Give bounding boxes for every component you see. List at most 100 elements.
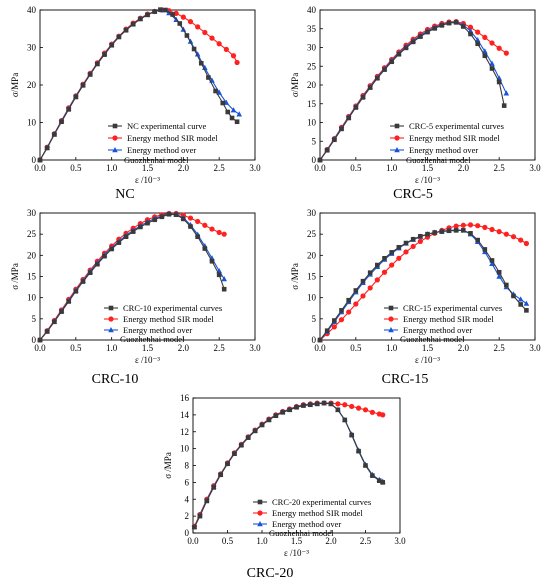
legend-marker-experimental xyxy=(388,305,394,311)
legend-label-experimental: CRC-5 experimental curves xyxy=(409,121,504,131)
y-tick-label: 15 xyxy=(307,272,317,282)
legend-marker-experimental xyxy=(112,123,118,129)
data-point-experimental xyxy=(73,289,79,294)
y-tick-label: 2 xyxy=(185,511,190,521)
data-point-guo xyxy=(503,90,510,96)
data-point-experimental xyxy=(163,7,168,13)
data-point-experimental xyxy=(80,279,86,284)
data-point-experimental xyxy=(138,224,143,230)
y-tick-label: 4 xyxy=(185,494,190,504)
data-point-experimental xyxy=(145,12,150,18)
data-point-experimental xyxy=(287,407,292,413)
legend-label-guo-line2: Guozhenhai model xyxy=(269,528,334,538)
y-axis-label: σ/MPa xyxy=(10,73,20,97)
data-point-experimental xyxy=(130,21,136,27)
data-point-experimental xyxy=(158,7,163,12)
data-point-experimental xyxy=(130,229,136,234)
y-tick-label: 12 xyxy=(180,427,189,437)
data-point-experimental xyxy=(482,247,488,252)
y-tick-label: 20 xyxy=(27,80,37,90)
x-tick-label: 0.0 xyxy=(34,343,46,353)
x-tick-label: 1.0 xyxy=(106,343,118,353)
data-point-sir xyxy=(489,40,495,46)
data-point-sir xyxy=(230,53,237,59)
legend-marker-experimental xyxy=(257,499,263,505)
data-point-experimental xyxy=(356,448,361,454)
legend-marker-guo xyxy=(112,147,118,153)
data-point-experimental xyxy=(87,72,93,77)
chart-caption-crc15: CRC-15 xyxy=(381,372,429,387)
chart-caption-nc: NC xyxy=(115,187,135,202)
data-point-sir xyxy=(403,249,409,255)
data-point-experimental xyxy=(468,31,473,37)
data-point-experimental xyxy=(206,75,211,80)
data-point-experimental xyxy=(432,230,437,235)
x-tick-label: 0.0 xyxy=(314,163,326,173)
data-point-experimental xyxy=(518,302,523,307)
x-tick-label: 2.0 xyxy=(458,163,470,173)
x-tick-label: 1.5 xyxy=(142,163,154,173)
data-point-experimental xyxy=(80,83,86,88)
x-tick-label: 0.5 xyxy=(350,163,362,173)
legend-label-guo: Energy method over xyxy=(403,325,472,335)
data-point-experimental xyxy=(221,286,227,292)
data-point-experimental xyxy=(102,52,107,57)
data-point-sir xyxy=(482,34,488,40)
y-tick-label: 8 xyxy=(185,461,190,471)
data-point-experimental xyxy=(410,236,416,242)
data-point-experimental xyxy=(360,95,366,100)
x-tick-label: 1.0 xyxy=(386,343,398,353)
x-tick-label: 0.5 xyxy=(222,536,234,546)
data-point-experimental xyxy=(209,258,215,264)
data-point-guo xyxy=(216,89,222,95)
data-point-experimental xyxy=(273,413,279,419)
data-point-experimental xyxy=(138,16,143,22)
y-axis-label: σ /MPa xyxy=(290,263,300,290)
legend-label-guo: Energy method over xyxy=(123,325,192,335)
x-axis-label: ε /10⁻³ xyxy=(415,175,440,185)
x-axis-label: ε /10⁻³ xyxy=(135,175,160,185)
data-point-experimental xyxy=(468,231,473,236)
x-tick-label: 3.0 xyxy=(529,163,541,173)
data-point-sir xyxy=(482,224,488,230)
x-tick-label: 2.5 xyxy=(494,163,506,173)
legend-marker-experimental xyxy=(108,305,114,311)
data-point-experimental xyxy=(225,461,230,467)
legend-marker-guo xyxy=(394,147,400,153)
data-point-experimental xyxy=(317,337,323,343)
data-point-experimental xyxy=(382,255,387,261)
x-axis-label: ε /10⁻³ xyxy=(415,355,440,365)
data-point-experimental xyxy=(335,407,341,413)
data-point-experimental xyxy=(37,337,43,343)
data-point-experimental xyxy=(87,270,93,275)
data-point-sir xyxy=(496,45,502,51)
data-point-sir xyxy=(467,24,474,30)
chart-caption-crc5: CRC-5 xyxy=(393,187,433,202)
y-tick-label: 40 xyxy=(27,5,37,15)
data-point-sir xyxy=(342,402,348,408)
y-tick-label: 10 xyxy=(180,444,190,454)
data-point-sir xyxy=(216,229,222,236)
data-point-sir xyxy=(331,324,337,330)
data-point-sir xyxy=(467,222,474,228)
x-tick-label: 2.0 xyxy=(325,536,337,546)
x-tick-label: 1.5 xyxy=(422,343,434,353)
data-point-experimental xyxy=(375,262,380,268)
data-point-sir xyxy=(202,222,208,228)
data-point-experimental xyxy=(37,157,43,163)
chart-svg-crc5: 0.0 0.5 1.0 1.5 2.0 2.5 3.0 0 5 10 15 20 25 30 35 40 ε /… xyxy=(290,5,541,185)
y-tick-label: 5 xyxy=(312,314,317,324)
data-point-sir xyxy=(410,243,416,250)
legend-marker-guo xyxy=(108,327,114,333)
data-point-experimental xyxy=(152,217,157,223)
data-point-experimental xyxy=(52,319,57,325)
y-tick-label: 20 xyxy=(307,80,317,90)
x-tick-label: 2.5 xyxy=(214,163,226,173)
data-point-experimental xyxy=(259,422,265,428)
x-tick-label: 1.5 xyxy=(291,536,303,546)
data-point-guo xyxy=(474,37,481,43)
legend-label-guo: Energy method over xyxy=(409,145,478,155)
data-point-experimental xyxy=(239,442,244,448)
data-point-experimental xyxy=(159,214,165,220)
